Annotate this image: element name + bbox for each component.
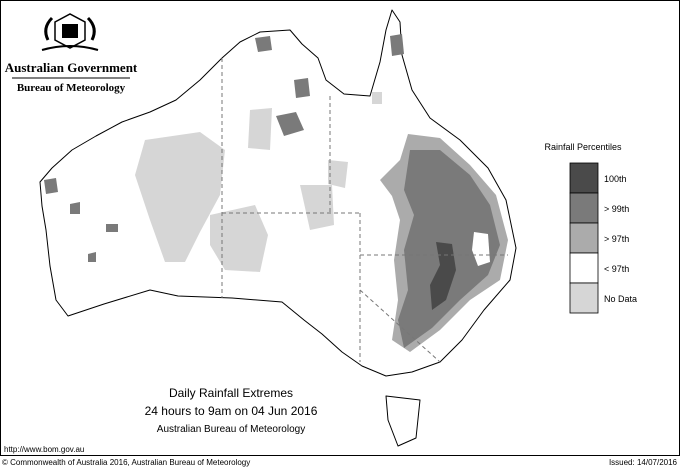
legend-swatch bbox=[569, 252, 599, 284]
tasmania bbox=[385, 395, 421, 447]
legend-label: 100th bbox=[604, 174, 627, 184]
map bbox=[39, 9, 517, 447]
legend-swatch bbox=[569, 162, 599, 194]
caption-title: Daily Rainfall Extremes bbox=[169, 386, 293, 400]
legend-label: < 97th bbox=[604, 264, 629, 274]
legend-label: > 99th bbox=[604, 204, 629, 214]
no-data-regions bbox=[135, 92, 382, 272]
legend-label: > 97th bbox=[604, 234, 629, 244]
legend-swatch bbox=[569, 192, 599, 224]
legend-swatch bbox=[569, 222, 599, 254]
record-region bbox=[430, 242, 456, 310]
caption-source: Australian Bureau of Meteorology bbox=[157, 424, 305, 435]
logo bbox=[41, 13, 99, 51]
footer-url: http://www.bom.gov.au bbox=[4, 445, 84, 454]
footer-issued: Issued: 14/07/2016 bbox=[609, 458, 678, 467]
small-regions bbox=[44, 34, 404, 262]
legend-title: Rainfall Percentiles bbox=[544, 142, 622, 152]
legend-label: No Data bbox=[604, 294, 637, 304]
below-97-patch bbox=[472, 232, 490, 266]
state-borders bbox=[221, 58, 508, 363]
legend-swatch bbox=[569, 282, 599, 314]
legend: 100th > 99th > 97th < 97th No Data bbox=[569, 162, 637, 314]
caption-period: 24 hours to 9am on 04 Jun 2016 bbox=[145, 404, 318, 418]
header-title: Australian Government bbox=[5, 60, 138, 75]
footer-copyright: © Commonwealth of Australia 2016, Austra… bbox=[2, 458, 250, 467]
header-subtitle: Bureau of Meteorology bbox=[17, 82, 126, 94]
